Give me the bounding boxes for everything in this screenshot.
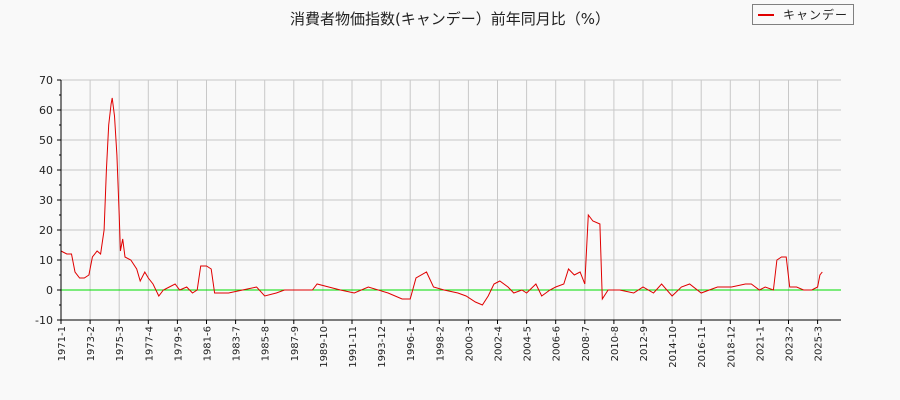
x-tick-label: 1993-12: [377, 326, 388, 368]
x-tick-label: 1977-4: [144, 326, 155, 361]
x-tick-label: 1985-8: [261, 326, 272, 361]
x-tick-label: 2012-9: [639, 326, 650, 361]
x-tick-label: 2010-8: [610, 326, 621, 361]
y-tick-label: -10: [35, 314, 53, 327]
x-tick-label: 1975-3: [115, 326, 126, 361]
x-tick-label: 1998-2: [435, 326, 446, 361]
x-tick-label: 2021-1: [755, 326, 766, 361]
x-tick-label: 1971-1: [57, 326, 68, 361]
x-tick-label: 1991-11: [348, 326, 359, 368]
y-tick-label: 50: [39, 134, 53, 147]
chart-title: 消費者物価指数(キャンデー）前年同月比（%）: [289, 10, 611, 28]
y-tick-label: 20: [39, 224, 53, 237]
x-tick-label: 1979-5: [173, 326, 184, 361]
x-tick-label: 1996-1: [406, 326, 417, 361]
y-tick-label: 60: [39, 104, 53, 117]
x-tick-label: 2006-6: [552, 326, 563, 361]
x-tick-label: 1987-9: [290, 326, 301, 361]
series-line-candy: [60, 97, 823, 306]
x-tick-label: 2008-7: [581, 326, 592, 361]
y-tick-label: 10: [39, 254, 53, 267]
x-tick-label: 2004-5: [523, 326, 534, 361]
legend: キャンデー: [752, 4, 854, 25]
legend-label: キャンデー: [783, 8, 849, 22]
x-tick-label: 2000-3: [464, 326, 475, 361]
x-tick-label: 2002-4: [494, 326, 505, 361]
y-tick-label: 70: [39, 74, 53, 87]
x-tick-label: 1981-6: [203, 326, 214, 361]
y-tick-label: 30: [39, 194, 53, 207]
y-tick-label: 40: [39, 164, 53, 177]
x-tick-label: 2023-2: [785, 326, 796, 361]
y-tick-label: 0: [46, 284, 53, 297]
legend-line-icon: [758, 13, 774, 16]
x-tick-label: 2025-3: [814, 326, 825, 361]
x-tick-label: 2016-11: [697, 326, 708, 368]
x-tick-label: 2018-12: [726, 326, 737, 368]
x-tick-label: 1983-7: [232, 326, 243, 361]
x-tick-label: 2014-10: [668, 326, 679, 368]
x-tick-label: 1989-10: [319, 326, 330, 368]
x-tick-label: 1973-2: [86, 326, 97, 361]
